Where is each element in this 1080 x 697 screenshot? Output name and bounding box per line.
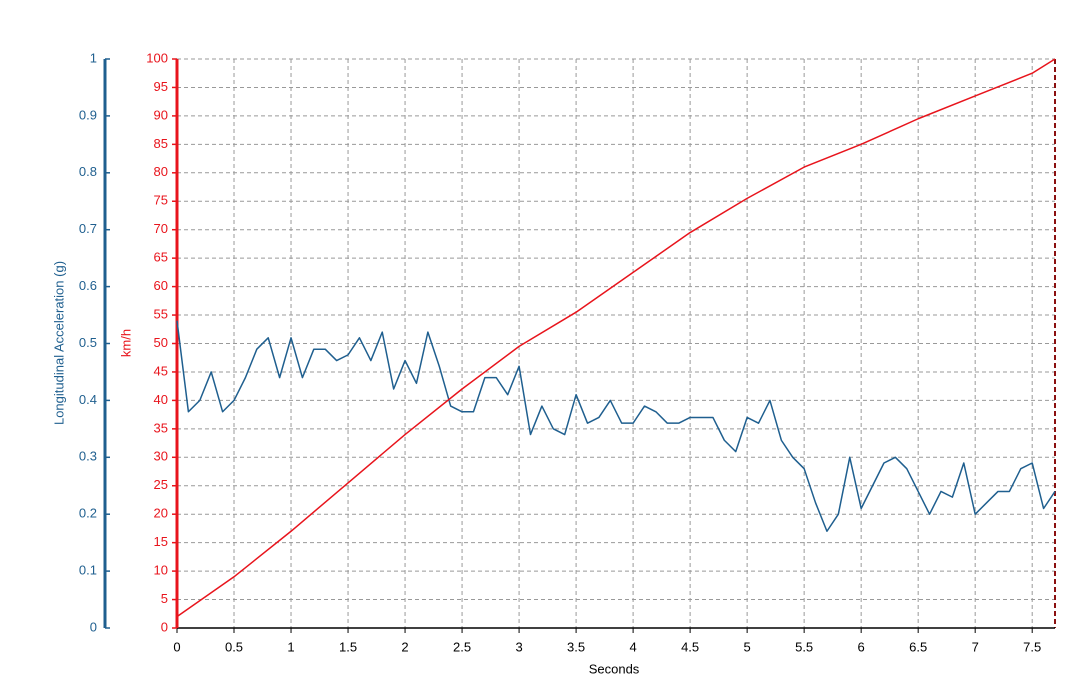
y2-tick-label: 70 [154, 221, 168, 236]
y2-tick-label: 45 [154, 363, 168, 378]
x-tick-label: 7.5 [1023, 639, 1041, 654]
y2-tick-label: 55 [154, 306, 168, 321]
y2-tick-label: 40 [154, 392, 168, 407]
y2-tick-label: 0 [161, 619, 168, 634]
x-tick-label: 6.5 [909, 639, 927, 654]
y2-tick-label: 5 [161, 591, 168, 606]
y2-tick-label: 25 [154, 477, 168, 492]
y-tick-label: 0.2 [79, 506, 97, 521]
data-line [176, 320, 1056, 533]
x-tick-label: 5.5 [795, 639, 813, 654]
y2-tick-label: 100 [146, 50, 168, 65]
y-axis-title: Longitudinal Acceleration (g) [51, 261, 66, 425]
y-tick-label: 0.7 [79, 221, 97, 236]
y2-axis-title: km/h [118, 329, 133, 357]
y2-tick-label: 15 [154, 534, 168, 549]
x-tick-label: 0.5 [225, 639, 243, 654]
y2-tick-label: 20 [154, 506, 168, 521]
y-tick-label: 0 [90, 619, 97, 634]
y-tick-label: 1 [90, 50, 97, 65]
y2-tick-label: 65 [154, 250, 168, 265]
y-tick-label: 0.9 [79, 107, 97, 122]
x-tick-label: 0 [173, 639, 180, 654]
x-tick-label: 2.5 [453, 639, 471, 654]
x-tick-label: 1 [287, 639, 294, 654]
y2-tick-label: 10 [154, 563, 168, 578]
y2-tick-label: 85 [154, 136, 168, 151]
x-tick-label: 2 [401, 639, 408, 654]
y2-tick-label: 75 [154, 193, 168, 208]
x-tick-label: 3 [515, 639, 522, 654]
y2-tick-label: 80 [154, 164, 168, 179]
x-tick-label: 4 [629, 639, 636, 654]
y2-tick-label: 95 [154, 79, 168, 94]
data-line [176, 58, 1056, 618]
x-tick-label: 6 [858, 639, 865, 654]
y-tick-label: 0.3 [79, 449, 97, 464]
y2-tick-label: 60 [154, 278, 168, 293]
x-axis-title: Seconds [589, 661, 640, 676]
y-tick-label: 0.8 [79, 164, 97, 179]
y-tick-label: 0.5 [79, 335, 97, 350]
x-tick-label: 3.5 [567, 639, 585, 654]
y-tick-label: 0.4 [79, 392, 97, 407]
y2-tick-label: 50 [154, 335, 168, 350]
x-tick-label: 4.5 [681, 639, 699, 654]
y-tick-label: 0.1 [79, 563, 97, 578]
x-tick-label: 1.5 [339, 639, 357, 654]
y2-tick-label: 90 [154, 107, 168, 122]
x-tick-label: 7 [972, 639, 979, 654]
y2-tick-label: 30 [154, 449, 168, 464]
y2-tick-label: 35 [154, 420, 168, 435]
y-tick-label: 0.6 [79, 278, 97, 293]
x-tick-label: 5 [744, 639, 751, 654]
